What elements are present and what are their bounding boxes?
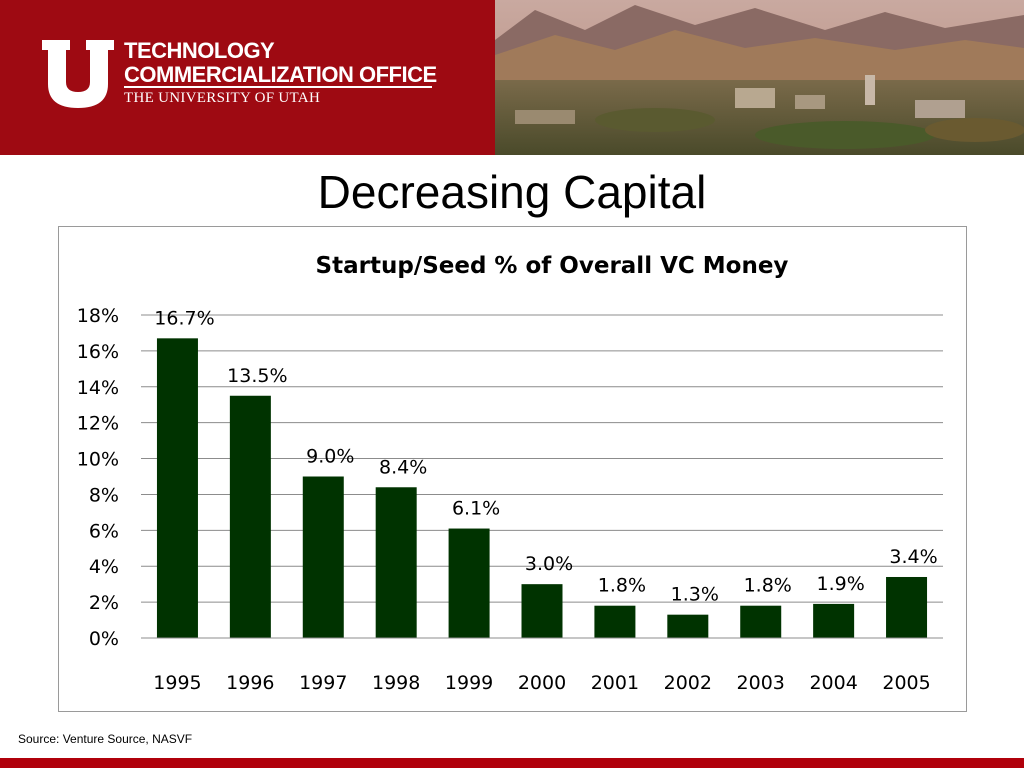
bar <box>667 614 709 638</box>
y-tick-label: 6% <box>89 520 119 542</box>
data-label: 3.4% <box>889 546 937 568</box>
chart-container: Startup/Seed % of Overall VC Money 0% 2% 4%… <box>58 226 967 712</box>
y-tick-label: 14% <box>77 377 119 399</box>
y-tick-label: 8% <box>89 484 119 506</box>
data-label: 8.4% <box>379 456 427 478</box>
data-label: 6.1% <box>452 498 500 520</box>
x-tick-label: 2005 <box>882 672 930 694</box>
x-tick-label: 2003 <box>737 672 785 694</box>
data-label: 3.0% <box>525 553 573 575</box>
campus-mountain-photo <box>495 0 1024 155</box>
x-tick-label: 2001 <box>591 672 639 694</box>
x-tick-label: 1999 <box>445 672 493 694</box>
logo-divider <box>124 86 432 88</box>
y-tick-label: 10% <box>77 449 119 471</box>
y-tick-label: 2% <box>89 592 119 614</box>
chart-title: Startup/Seed % of Overall VC Money <box>316 253 789 279</box>
logo-technology: TECHNOLOGY <box>124 38 275 63</box>
x-tick-label: 2004 <box>809 672 857 694</box>
bar <box>740 605 782 638</box>
x-tick-label: 1998 <box>372 672 420 694</box>
bar <box>813 603 855 638</box>
university-u-logo <box>40 38 116 110</box>
y-tick-label: 4% <box>89 556 119 578</box>
y-tick-label: 18% <box>77 305 119 327</box>
data-label: 16.7% <box>154 307 214 329</box>
data-label: 1.9% <box>816 573 864 595</box>
footer-bar <box>0 758 1024 768</box>
y-tick-label: 12% <box>77 413 119 435</box>
data-label: 1.8% <box>744 575 792 597</box>
logo-commercialization-office: COMMERCIALIZATION OFFICE <box>124 62 437 87</box>
bar <box>886 576 928 638</box>
slide-title: Decreasing Capital <box>317 166 707 218</box>
x-tick-label: 2002 <box>664 672 712 694</box>
bar-chart: Startup/Seed % of Overall VC Money 0% 2% 4%… <box>77 253 943 694</box>
x-tick-label: 1996 <box>226 672 274 694</box>
bar <box>156 338 198 638</box>
bar <box>594 605 636 638</box>
header-banner: TECHNOLOGY COMMERCIALIZATION OFFICE THE … <box>0 0 1024 155</box>
y-tick-label: 16% <box>77 341 119 363</box>
data-label: 9.0% <box>306 446 354 468</box>
x-tick-label: 2000 <box>518 672 566 694</box>
data-label: 1.3% <box>671 584 719 606</box>
bar <box>521 584 563 638</box>
y-tick-label: 0% <box>89 628 119 650</box>
source-note: Source: Venture Source, NASVF <box>18 732 193 746</box>
bar <box>229 395 271 638</box>
x-tick-label: 1995 <box>153 672 201 694</box>
x-tick-label: 1997 <box>299 672 347 694</box>
logo-university-of-utah: THE UNIVERSITY OF UTAH <box>124 90 321 106</box>
bar <box>375 487 417 638</box>
bar <box>302 476 344 638</box>
data-label: 13.5% <box>227 365 287 387</box>
data-label: 1.8% <box>598 575 646 597</box>
bar <box>448 528 490 638</box>
